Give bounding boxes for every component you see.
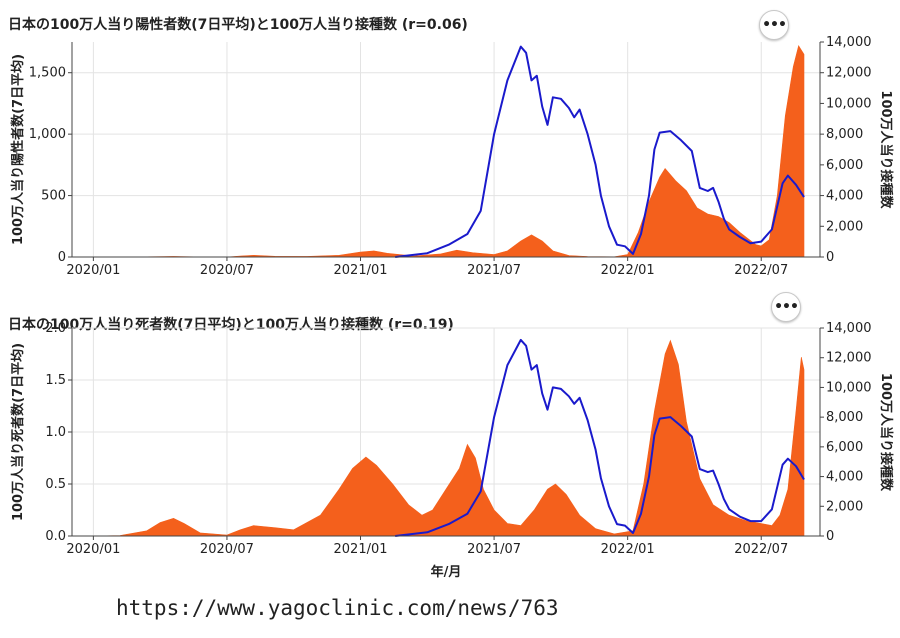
x-tick-label: 2020/07 — [200, 263, 254, 278]
right-axis-title: 100万人当り接種数 — [878, 373, 894, 492]
line-series-接種数 — [395, 338, 805, 537]
chart-title: 日本の100万人当り死者数(7日平均)と100万人当り接種数 (r=0.19) — [8, 317, 454, 333]
x-tick-label: 2022/01 — [601, 263, 655, 278]
x-tick-label: 2022/01 — [601, 542, 655, 557]
left-tick-label: 1,000 — [29, 127, 66, 142]
right-tick-label: 0 — [826, 529, 834, 544]
x-tick-label: 2021/07 — [467, 542, 521, 557]
x-tick-label: 2022/07 — [734, 263, 788, 278]
left-axis-title: 100万人当り陽性者数(7日平均) — [10, 54, 26, 245]
chart-canvas-positives: 0 500 1,000 1,500 0 2,000 4,000 6,000 8,000 10,00… — [10, 35, 894, 278]
right-tick-label: 2,000 — [826, 219, 863, 234]
left-tick-label: 500 — [41, 189, 66, 204]
line-series-接種数 — [395, 45, 805, 258]
left-tick-label: 1.0 — [45, 425, 66, 440]
x-tick-label: 2021/07 — [467, 263, 521, 278]
right-tick-label: 4,000 — [826, 470, 863, 485]
x-tick-label: 2020/01 — [66, 263, 120, 278]
right-tick-label: 14,000 — [826, 35, 872, 50]
source-url: https://www.yagoclinic.com/news/763 — [116, 596, 559, 620]
x-axis-title: 年/月 — [431, 564, 462, 580]
x-tick-label: 2020/07 — [200, 542, 254, 557]
left-tick-label: 0.5 — [45, 477, 66, 492]
left-tick-label: 0.0 — [45, 529, 66, 544]
left-axis-title: 100万人当り死者数(7日平均) — [10, 343, 26, 521]
chart-panel-deaths: 日本の100万人当り死者数(7日平均)と100万人当り接種数 (r=0.19) … — [0, 292, 900, 600]
right-tick-label: 12,000 — [826, 66, 872, 81]
left-tick-label: 1,500 — [29, 66, 66, 81]
right-tick-label: 0 — [826, 250, 834, 265]
x-tick-label: 2020/01 — [66, 542, 120, 557]
right-tick-label: 8,000 — [826, 127, 863, 142]
area-series-死者数 — [93, 339, 805, 537]
left-tick-label: 0 — [58, 250, 66, 265]
more-options-button[interactable]: ••• — [759, 10, 789, 40]
right-tick-label: 6,000 — [826, 158, 863, 173]
chart-canvas-deaths: 0.0 0.5 1.0 1.5 2.0 0 2,000 4,000 6,000 8,000 10,0… — [10, 321, 894, 580]
left-tick-label: 1.5 — [45, 373, 66, 388]
more-options-button[interactable]: ••• — [771, 292, 801, 322]
right-tick-label: 10,000 — [826, 96, 872, 111]
right-tick-label: 14,000 — [826, 321, 872, 336]
right-tick-label: 8,000 — [826, 410, 863, 425]
x-tick-label: 2022/07 — [734, 542, 788, 557]
right-tick-label: 6,000 — [826, 440, 863, 455]
chart-title: 日本の100万人当り陽性者数(7日平均)と100万人当り接種数 (r=0.06) — [8, 17, 468, 33]
right-tick-label: 2,000 — [826, 499, 863, 514]
area-series-陽性者数 — [93, 44, 805, 258]
x-tick-label: 2021/01 — [334, 263, 388, 278]
right-tick-label: 4,000 — [826, 189, 863, 204]
right-tick-label: 10,000 — [826, 380, 872, 395]
right-tick-label: 12,000 — [826, 351, 872, 366]
left-tick-label: 2.0 — [45, 321, 66, 336]
chart-panel-positives: 日本の100万人当り陽性者数(7日平均)と100万人当り接種数 (r=0.06)… — [0, 0, 900, 300]
right-axis-title: 100万人当り接種数 — [878, 90, 894, 209]
x-tick-label: 2021/01 — [334, 542, 388, 557]
